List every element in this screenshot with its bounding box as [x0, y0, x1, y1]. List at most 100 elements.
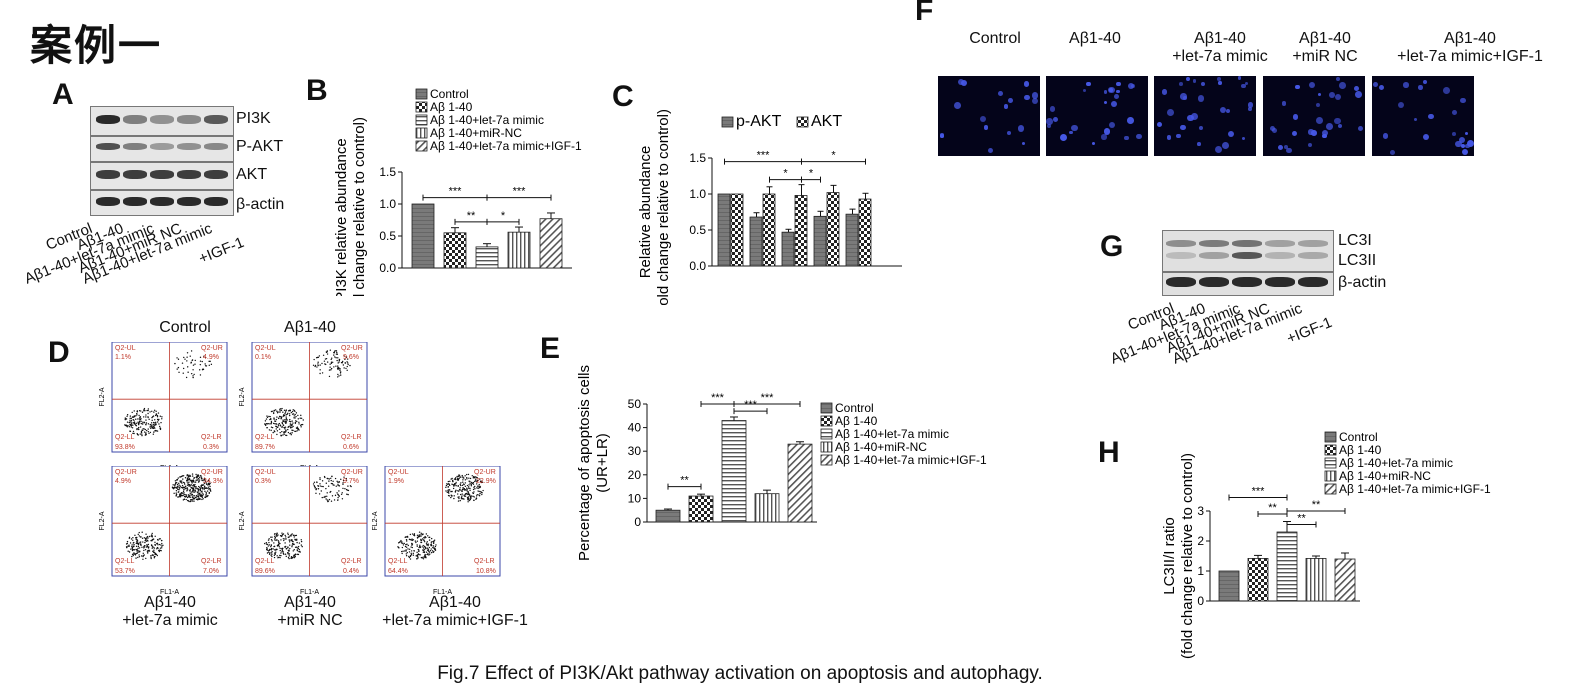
event-dot: [266, 416, 269, 419]
event-dot: [271, 410, 273, 413]
event-dot: [137, 551, 139, 554]
event-dot: [329, 366, 331, 368]
event-dot: [124, 424, 126, 426]
event-dot: [286, 419, 288, 421]
nucleus: [1022, 141, 1026, 146]
event-dot: [471, 475, 474, 477]
event-dot: [270, 547, 273, 550]
nucleus: [1248, 107, 1252, 111]
event-dot: [337, 483, 339, 486]
event-dot: [142, 555, 144, 558]
event-dot: [156, 548, 158, 550]
panel-g-label: G: [1100, 230, 1124, 263]
event-dot: [126, 415, 128, 417]
event-dot: [142, 558, 144, 561]
nucleus: [1459, 136, 1466, 143]
legend-swatch: [820, 441, 833, 453]
nucleus: [1226, 109, 1231, 114]
event-dot: [201, 490, 203, 492]
event-dot: [200, 484, 203, 487]
event-dot: [275, 428, 277, 430]
event-dot: [272, 412, 275, 414]
event-dot: [177, 496, 179, 498]
event-dot: [430, 537, 433, 540]
event-dot: [191, 493, 194, 496]
event-dot: [147, 409, 149, 412]
event-dot: [266, 427, 268, 429]
event-dot: [131, 546, 134, 549]
blot-band: [204, 115, 228, 124]
event-dot: [284, 431, 287, 433]
event-dot: [423, 536, 425, 539]
event-dot: [345, 477, 347, 480]
event-dot: [283, 433, 286, 435]
event-dot: [159, 428, 162, 431]
event-dot: [140, 422, 143, 425]
event-dot: [322, 354, 325, 356]
event-dot: [296, 546, 298, 549]
quad-name-ur: Q2-UR: [341, 345, 363, 352]
event-dot: [467, 490, 469, 493]
event-dot: [457, 475, 460, 478]
nucleus: [1269, 125, 1275, 131]
event-dot: [425, 551, 428, 553]
event-dot: [135, 415, 137, 417]
event-dot: [321, 372, 324, 374]
event-dot: [313, 358, 315, 361]
event-dot: [152, 538, 155, 540]
event-dot: [475, 497, 478, 499]
quad-name-ul: Q2-UR: [115, 469, 137, 476]
event-dot: [477, 487, 479, 490]
event-dot: [279, 547, 281, 550]
event-dot: [151, 419, 153, 422]
event-dot: [416, 534, 419, 537]
event-dot: [478, 490, 480, 493]
event-dot: [456, 477, 459, 480]
event-dot: [191, 482, 193, 484]
event-dot: [300, 414, 302, 417]
event-dot: [274, 532, 276, 535]
y-axis-label: Percentage of apoptosis cells(UR+LR): [576, 365, 611, 561]
event-dot: [156, 416, 159, 418]
nucleus: [1032, 92, 1039, 99]
event-dot: [470, 483, 472, 485]
nucleus: [1292, 114, 1299, 120]
event-dot: [126, 540, 129, 543]
event-dot: [208, 364, 210, 367]
band-label-lc3i: LC3I: [1338, 232, 1372, 249]
event-dot: [418, 553, 420, 556]
event-dot: [315, 488, 318, 490]
event-dot: [318, 355, 321, 357]
event-dot: [347, 489, 350, 492]
bar: [443, 232, 467, 269]
event-dot: [405, 553, 408, 555]
event-dot: [291, 546, 293, 548]
event-dot: [209, 482, 211, 484]
y-tick-label: 1.0: [689, 187, 706, 201]
event-dot: [152, 433, 155, 435]
nucleus: [1136, 133, 1142, 139]
nucleus: [1397, 101, 1405, 109]
event-dot: [154, 422, 156, 424]
x-axis-label: FL1-A: [160, 589, 179, 596]
panel-f-label: F: [915, 0, 934, 27]
event-dot: [298, 429, 300, 431]
event-dot: [193, 477, 195, 479]
event-dot: [153, 549, 155, 551]
event-dot: [143, 407, 146, 410]
panel-c-label: C: [612, 80, 634, 113]
event-dot: [333, 351, 335, 354]
event-dot: [464, 482, 467, 484]
event-dot: [468, 480, 470, 482]
event-dot: [151, 532, 153, 535]
event-dot: [338, 495, 340, 497]
event-dot: [266, 547, 268, 549]
event-dot: [330, 479, 332, 482]
event-dot: [466, 496, 469, 499]
event-dot: [447, 490, 450, 493]
event-dot: [174, 480, 177, 482]
event-dot: [192, 484, 195, 486]
panel-e-label: E: [540, 332, 561, 365]
event-dot: [405, 543, 407, 546]
event-dot: [274, 423, 276, 425]
